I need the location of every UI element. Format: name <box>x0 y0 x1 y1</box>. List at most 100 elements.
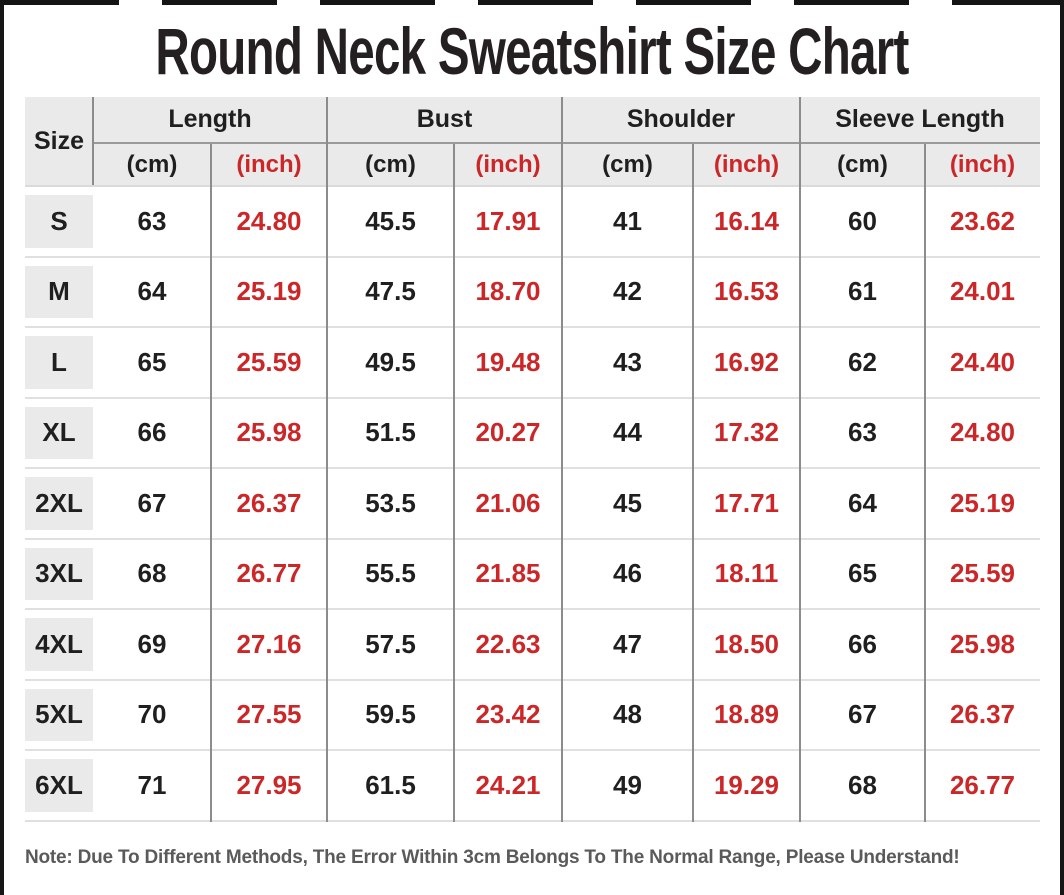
size-cell: L <box>25 328 93 397</box>
size-label: S <box>25 195 93 248</box>
table-row: L 65 25.59 49.5 19.48 43 16.92 62 24.40 <box>25 328 1040 399</box>
table-row: 2XL 67 26.37 53.5 21.06 45 17.71 64 25.1… <box>25 469 1040 540</box>
data-cell: 67 <box>848 699 877 730</box>
data-cell: 23.62 <box>949 205 1016 236</box>
size-label: XL <box>25 406 93 459</box>
unit-label-cm: (cm) <box>602 150 653 178</box>
unit-label-cm: (cm) <box>365 150 416 178</box>
size-label: 3XL <box>25 547 93 600</box>
size-column-header: Size <box>33 126 85 155</box>
data-cell: 65 <box>137 346 167 377</box>
data-cell: 43 <box>613 346 642 377</box>
data-cell: 51.5 <box>365 417 416 448</box>
size-label: 6XL <box>25 759 93 812</box>
data-cell: 17.71 <box>713 487 780 518</box>
data-cell: 24.80 <box>236 205 302 236</box>
data-cell: 61.5 <box>365 769 416 800</box>
data-cell: 24.01 <box>949 276 1016 307</box>
data-cell: 63 <box>848 417 877 448</box>
data-cell: 66 <box>848 628 877 659</box>
note-text: Note: Due To Different Methods, The Erro… <box>25 846 960 868</box>
data-cell: 24.80 <box>949 417 1016 448</box>
data-cell: 26.37 <box>236 487 302 518</box>
grid-line <box>210 144 212 822</box>
size-label: 2XL <box>25 477 93 530</box>
data-cell: 71 <box>137 769 167 800</box>
column-group-bust: Bust <box>327 97 562 144</box>
size-label: 4XL <box>25 618 93 671</box>
data-cell: 68 <box>137 558 167 589</box>
size-cell: 4XL <box>25 610 93 679</box>
data-cell: 65 <box>848 558 877 589</box>
data-cell: 66 <box>137 417 167 448</box>
table-row: XL 66 25.98 51.5 20.27 44 17.32 63 24.80 <box>25 398 1040 469</box>
table-row: S 63 24.80 45.5 17.91 41 16.14 60 23.62 <box>25 187 1040 258</box>
data-cell: 18.89 <box>713 699 780 730</box>
unit-label-inch: (inch) <box>236 150 302 178</box>
data-cell: 22.63 <box>475 628 541 659</box>
unit-label-inch: (inch) <box>713 150 780 178</box>
data-cell: 27.55 <box>236 699 302 730</box>
grid-line <box>326 97 328 822</box>
data-cell: 20.27 <box>475 417 541 448</box>
size-cell: 3XL <box>25 540 93 609</box>
data-cell: 18.70 <box>475 276 541 307</box>
size-cell: 2XL <box>25 469 93 538</box>
data-cell: 47 <box>613 628 642 659</box>
column-group-shoulder: Shoulder <box>562 97 800 144</box>
table-row: 6XL 71 27.95 61.5 24.21 49 19.29 68 26.7… <box>25 751 1040 822</box>
data-cell: 48 <box>613 699 642 730</box>
data-cell: 25.19 <box>236 276 302 307</box>
data-cell: 24.40 <box>949 346 1016 377</box>
data-cell: 27.16 <box>236 628 302 659</box>
data-cell: 19.29 <box>713 769 780 800</box>
data-cell: 17.91 <box>475 205 541 236</box>
data-cell: 41 <box>613 205 642 236</box>
data-cell: 25.59 <box>236 346 302 377</box>
grid-line <box>924 144 926 822</box>
size-cell: S <box>25 187 93 256</box>
table-body: S 63 24.80 45.5 17.91 41 16.14 60 23.62 … <box>25 187 1040 822</box>
data-cell: 26.77 <box>949 769 1016 800</box>
data-cell: 18.50 <box>713 628 780 659</box>
column-group-length: Length <box>93 97 327 144</box>
size-label: L <box>25 336 93 389</box>
data-cell: 60 <box>848 205 877 236</box>
table-row: M 64 25.19 47.5 18.70 42 16.53 61 24.01 <box>25 257 1040 328</box>
unit-label-cm: (cm) <box>837 150 888 178</box>
grid-line <box>692 144 694 822</box>
data-cell: 25.98 <box>236 417 302 448</box>
data-cell: 68 <box>848 769 877 800</box>
size-chart-table: Size Length Bust Shoulder Sleeve Length … <box>25 97 1040 822</box>
data-cell: 45.5 <box>365 205 416 236</box>
size-cell: 5XL <box>25 681 93 750</box>
unit-label-inch: (inch) <box>949 150 1016 178</box>
data-cell: 67 <box>137 487 167 518</box>
grid-line <box>453 144 455 822</box>
data-cell: 23.42 <box>475 699 541 730</box>
data-cell: 25.19 <box>949 487 1016 518</box>
data-cell: 17.32 <box>713 417 780 448</box>
data-cell: 59.5 <box>365 699 416 730</box>
data-cell: 46 <box>613 558 642 589</box>
unit-label-cm: (cm) <box>126 150 178 178</box>
data-cell: 24.21 <box>475 769 541 800</box>
unit-label-inch: (inch) <box>475 150 541 178</box>
data-cell: 69 <box>137 628 167 659</box>
data-cell: 70 <box>137 699 167 730</box>
top-border-decoration <box>4 0 1060 5</box>
data-cell: 49 <box>613 769 642 800</box>
size-cell: M <box>25 258 93 327</box>
size-label: 5XL <box>25 688 93 741</box>
data-cell: 62 <box>848 346 877 377</box>
data-cell: 26.77 <box>236 558 302 589</box>
size-label: M <box>25 265 93 318</box>
data-cell: 45 <box>613 487 642 518</box>
data-cell: 64 <box>137 276 167 307</box>
data-cell: 55.5 <box>365 558 416 589</box>
data-cell: 26.37 <box>949 699 1016 730</box>
page-title: Round Neck Sweatshirt Size Chart <box>155 14 909 88</box>
table-header: Size Length Bust Shoulder Sleeve Length … <box>25 97 1040 187</box>
data-cell: 64 <box>848 487 877 518</box>
data-cell: 49.5 <box>365 346 416 377</box>
